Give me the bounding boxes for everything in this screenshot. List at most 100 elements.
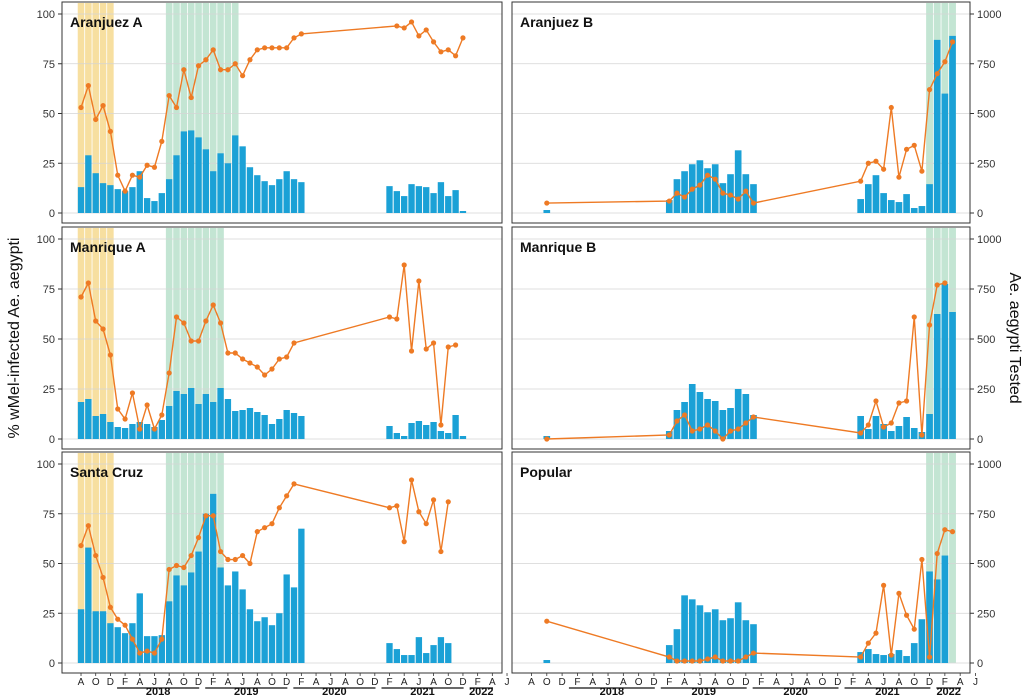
tested-bar xyxy=(99,183,107,213)
tested-bar xyxy=(688,599,696,663)
tested-bar xyxy=(283,410,290,439)
wmel-point xyxy=(85,83,91,89)
wmel-point xyxy=(247,560,253,567)
wmel-point xyxy=(225,556,231,563)
y-axis-label-left: % wMel-infected Ae. aegypti xyxy=(6,238,23,439)
release-period-band xyxy=(224,3,232,213)
y-tick-label-right: 250 xyxy=(977,158,995,170)
tested-bar xyxy=(386,643,393,663)
tested-bar xyxy=(734,389,742,439)
y-tick-label-right: 750 xyxy=(977,284,995,296)
tested-bar xyxy=(742,620,750,663)
x-month-label: O xyxy=(910,677,918,688)
wmel-point xyxy=(704,422,711,428)
release-period-band xyxy=(195,3,202,213)
wmel-point xyxy=(166,566,172,573)
x-month-label: O xyxy=(543,677,551,688)
tested-bar xyxy=(121,428,129,439)
tested-bar xyxy=(750,415,757,439)
tested-bar xyxy=(719,183,727,213)
tested-bar xyxy=(99,611,107,663)
wmel-point xyxy=(735,196,741,202)
x-month-label: J xyxy=(152,677,157,688)
panel-border xyxy=(61,451,503,674)
tested-bar xyxy=(92,611,99,663)
tested-bar xyxy=(895,426,903,439)
x-month-label: D xyxy=(107,677,114,688)
x-month-label: A xyxy=(401,677,408,688)
wmel-point xyxy=(445,344,451,350)
tested-bar xyxy=(408,423,415,439)
x-month-label: F xyxy=(942,677,948,688)
tested-bar xyxy=(665,200,673,213)
tested-bar xyxy=(445,196,452,213)
wmel-point xyxy=(704,172,711,178)
release-period-band xyxy=(107,453,114,663)
wmel-point xyxy=(750,414,757,420)
wmel-point xyxy=(689,428,695,434)
release-period-band xyxy=(217,453,224,663)
wmel-point xyxy=(903,398,910,404)
wmel-point xyxy=(284,493,290,499)
x-month-label: O xyxy=(635,677,643,688)
wmel-point xyxy=(727,192,734,198)
tested-bar xyxy=(903,417,910,439)
wmel-point xyxy=(942,59,948,65)
tested-bar xyxy=(941,93,949,213)
tested-bar xyxy=(239,589,246,663)
wmel-point xyxy=(188,338,194,344)
wmel-point xyxy=(865,422,871,428)
release-period-band xyxy=(165,453,173,663)
wmel-point xyxy=(934,71,940,77)
wmel-point xyxy=(210,513,216,519)
tested-bar xyxy=(290,179,298,213)
release-period-band xyxy=(231,3,239,213)
wmel-point xyxy=(460,35,466,41)
tested-bar xyxy=(254,175,261,213)
panel-aranjuez-a: Aranjuez A 0 25 50 75 100 xyxy=(37,1,503,224)
tested-bar xyxy=(224,163,232,213)
tested-bar xyxy=(239,146,246,213)
tested-bar xyxy=(857,199,864,213)
wmel-point xyxy=(712,176,718,182)
y-tick-label-left: 75 xyxy=(43,284,55,296)
wmel-point xyxy=(166,92,172,99)
x-month-label: A xyxy=(896,677,903,688)
tested-bar xyxy=(136,171,143,213)
release-period-band xyxy=(202,228,210,439)
tested-bar xyxy=(401,436,408,439)
x-month-label: A xyxy=(865,677,872,688)
wmel-point xyxy=(681,194,688,200)
y-tick-label-left: 0 xyxy=(49,208,55,220)
tested-bar xyxy=(268,185,276,213)
wmel-point xyxy=(416,509,422,515)
tested-bar xyxy=(85,547,92,663)
x-month-label: A xyxy=(620,677,627,688)
tested-bar xyxy=(688,384,696,439)
tested-bar xyxy=(158,420,165,439)
wmel-point xyxy=(858,430,864,436)
wmel-point xyxy=(942,527,948,533)
tested-bar xyxy=(158,193,165,213)
release-period-band xyxy=(180,3,188,213)
x-month-label: O xyxy=(818,677,826,688)
y-tick-label-right: 500 xyxy=(977,559,995,571)
wmel-point xyxy=(438,49,444,55)
tested-bar xyxy=(857,416,864,439)
tested-bar xyxy=(452,190,459,213)
wmel-point xyxy=(919,432,925,438)
wmel-point xyxy=(225,350,231,356)
tested-bar xyxy=(173,575,180,663)
x-month-label: F xyxy=(758,677,764,688)
x-month-label: O xyxy=(727,677,735,688)
tested-bar xyxy=(210,171,217,213)
tested-bar xyxy=(92,416,99,439)
tested-bar xyxy=(949,312,956,439)
tested-bar xyxy=(143,198,151,213)
wmel-point xyxy=(210,47,216,53)
tested-bar xyxy=(246,408,254,439)
wmel-point xyxy=(873,630,879,636)
tested-bar xyxy=(151,427,158,439)
x-month-label: A xyxy=(957,677,964,688)
tested-bar xyxy=(202,149,210,213)
